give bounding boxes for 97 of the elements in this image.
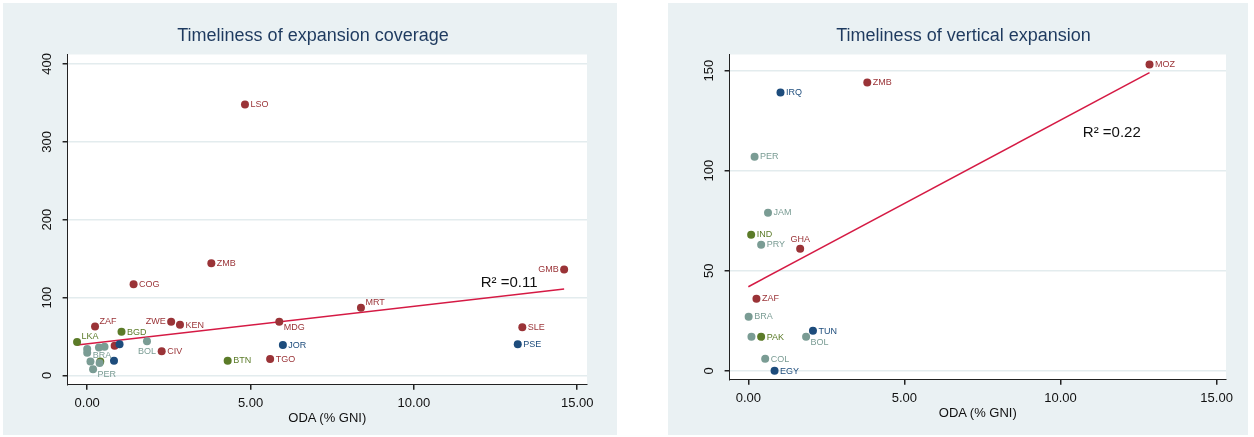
x-tick-label: 5.00 xyxy=(891,390,918,406)
series-label: SLE xyxy=(527,321,545,332)
series-label: ZMB xyxy=(872,77,892,88)
x-tick-label: 10.00 xyxy=(1044,390,1077,406)
series-label: MRT xyxy=(365,297,386,308)
annotation: R² =0.22 xyxy=(1082,122,1141,140)
x-tick-label: 0.00 xyxy=(74,395,100,411)
point xyxy=(91,322,100,331)
point xyxy=(115,340,124,349)
point xyxy=(275,317,284,326)
y-tick-label: 200 xyxy=(39,208,55,231)
y-tick-label: 300 xyxy=(39,130,55,153)
series-label: ZWE xyxy=(145,316,166,327)
series-label: BOL xyxy=(137,345,156,356)
series-label: PER xyxy=(760,151,780,162)
point xyxy=(761,354,770,363)
point xyxy=(223,356,232,365)
point xyxy=(802,332,811,341)
series-label: JOR xyxy=(288,339,307,350)
point xyxy=(747,230,756,239)
point xyxy=(142,337,151,346)
point xyxy=(356,303,365,312)
y-tick-label: 50 xyxy=(701,263,717,278)
x-tick-label: 5.00 xyxy=(237,395,264,411)
series-label: PSE xyxy=(523,339,542,350)
point xyxy=(1145,60,1154,69)
point xyxy=(863,78,872,87)
x-axis-title: ODA (% GNI) xyxy=(288,409,367,425)
y-tick-label: 100 xyxy=(701,159,717,182)
series-label: LKA xyxy=(81,331,99,342)
point xyxy=(167,317,176,326)
point xyxy=(89,365,98,374)
point xyxy=(808,326,817,335)
point xyxy=(266,355,275,364)
series-label: GHA xyxy=(790,233,810,244)
series-label: IRQ xyxy=(785,87,802,98)
point xyxy=(100,342,109,351)
point xyxy=(752,294,761,303)
series-label: EGY xyxy=(780,365,800,376)
point xyxy=(747,332,756,341)
y-tick-label: 0 xyxy=(39,371,55,380)
series-label: JAM xyxy=(773,207,792,218)
point xyxy=(157,347,166,356)
point xyxy=(207,259,216,268)
point xyxy=(513,340,522,349)
point xyxy=(744,312,753,321)
x-tick-label: 10.00 xyxy=(397,395,431,411)
series-label: LSO xyxy=(250,99,269,110)
point xyxy=(764,208,772,217)
y-tick-label: 150 xyxy=(701,59,717,82)
point xyxy=(757,240,766,249)
x-tick-label: 0.00 xyxy=(735,390,761,406)
point xyxy=(757,332,766,341)
point xyxy=(278,341,287,350)
chart-title: Timeliness of vertical expansion xyxy=(836,24,1091,45)
point xyxy=(770,366,779,375)
series-label: COG xyxy=(139,279,160,290)
series-label: IND xyxy=(756,229,773,240)
chart-title: Timeliness of expansion coverage xyxy=(177,24,449,45)
point xyxy=(117,327,126,336)
point xyxy=(86,357,95,366)
point xyxy=(240,100,249,109)
series-label: TUN xyxy=(818,325,837,336)
point xyxy=(129,280,138,289)
point xyxy=(776,88,785,97)
y-tick-label: 0 xyxy=(701,367,717,375)
y-tick-label: 100 xyxy=(39,286,55,309)
point xyxy=(73,337,82,346)
point xyxy=(796,244,805,253)
x-tick-label: 15.00 xyxy=(1200,390,1233,406)
series-label: MDG xyxy=(283,321,305,332)
series-label: MOZ xyxy=(1155,59,1176,70)
point xyxy=(175,320,184,329)
series-label: BGD xyxy=(127,326,147,337)
series-label: PAK xyxy=(766,331,784,342)
point xyxy=(518,323,527,332)
series-label: COL xyxy=(770,353,790,364)
series-label: GMB xyxy=(538,264,559,275)
series-label: ZAF xyxy=(99,315,118,326)
series-label: PRY xyxy=(766,239,785,250)
series-label: BRA xyxy=(92,349,112,360)
x-axis-title: ODA (% GNI) xyxy=(938,404,1017,420)
point xyxy=(750,152,759,161)
y-tick-label: 400 xyxy=(39,53,55,75)
x-tick-label: 15.00 xyxy=(560,395,594,411)
series-label: PER xyxy=(97,369,117,380)
point xyxy=(109,356,118,365)
series-label: KEN xyxy=(185,319,204,330)
series-label: CIV xyxy=(167,346,183,357)
series-label: ZAF xyxy=(761,293,780,304)
point xyxy=(560,265,569,274)
series-label: BOL xyxy=(810,336,829,347)
series-label: BTN xyxy=(233,355,252,366)
series-label: TGO xyxy=(275,353,296,364)
series-label: BRA xyxy=(754,311,773,322)
series-label: ZMB xyxy=(216,258,236,269)
annotation: R² =0.11 xyxy=(480,272,538,290)
